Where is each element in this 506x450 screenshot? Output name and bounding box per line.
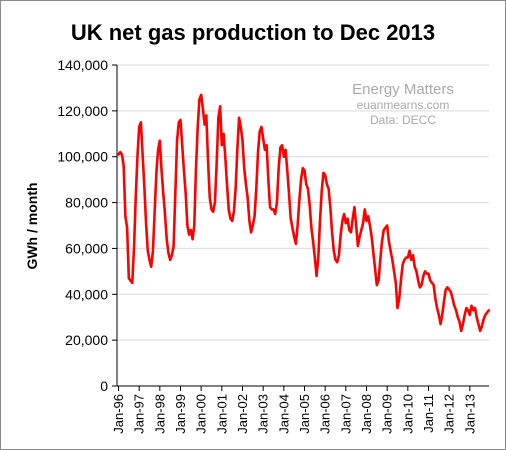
y-tick-label: 140,000 xyxy=(57,57,108,73)
x-tick-label: Jan-13 xyxy=(462,394,477,434)
x-tick-label: Jan-07 xyxy=(338,394,353,434)
x-tick-label: Jan-09 xyxy=(380,394,395,434)
x-tick-label: Jan-97 xyxy=(132,394,147,434)
y-tick-label: 120,000 xyxy=(57,103,108,119)
y-tick-label: 0 xyxy=(100,378,108,394)
y-tick-label: 60,000 xyxy=(65,240,108,256)
y-axis-label: GWh / month xyxy=(24,182,40,269)
gridlines xyxy=(117,64,489,341)
watermark-brand: Energy Matters xyxy=(352,81,454,98)
y-tick-label: 80,000 xyxy=(65,195,108,211)
y-axis-ticks: 0 20,000 40,000 60,000 80,000 100,000 120,000 1… xyxy=(57,57,117,394)
x-tick-label: Jan-04 xyxy=(276,394,291,434)
x-tick-label: Jan-01 xyxy=(214,394,229,434)
x-tick-label: Jan-02 xyxy=(235,394,250,434)
x-tick-label: Jan-10 xyxy=(400,394,415,434)
x-tick-label: Jan-00 xyxy=(194,394,209,434)
y-tick-label: 40,000 xyxy=(65,286,108,302)
x-tick-label: Jan-98 xyxy=(152,394,167,434)
series-line-gas-production xyxy=(117,93,491,333)
x-tick-label: Jan-12 xyxy=(442,394,457,434)
x-tick-label: Jan-08 xyxy=(359,394,374,434)
x-tick-label: Jan-05 xyxy=(297,394,312,434)
x-tick-label: Jan-96 xyxy=(111,394,126,434)
watermark-source: Data: DECC xyxy=(370,113,436,127)
x-tick-label: Jan-99 xyxy=(173,394,188,434)
x-axis-ticks: Jan-96 Jan-97 Jan-98 Jan-99 Jan-00 Jan-01 Jan-… xyxy=(111,386,477,434)
y-tick-label: 100,000 xyxy=(57,149,108,165)
x-tick-label: Jan-11 xyxy=(421,394,436,433)
chart-title: UK net gas production to Dec 2013 xyxy=(71,20,435,45)
x-tick-label: Jan-06 xyxy=(318,394,333,434)
watermark-site: euanmearns.com xyxy=(357,98,450,112)
y-tick-label: 20,000 xyxy=(65,332,108,348)
x-tick-label: Jan-03 xyxy=(256,394,271,434)
